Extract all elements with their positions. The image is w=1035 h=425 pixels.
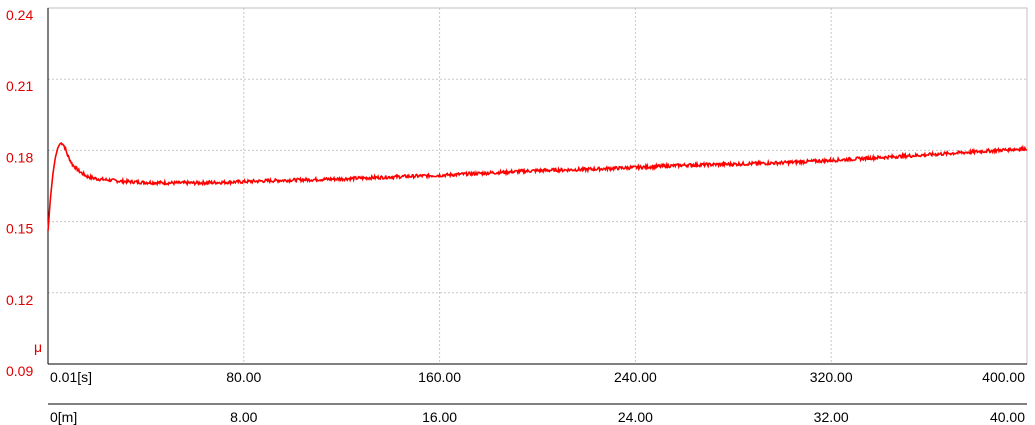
y-tick-label: 0.12: [6, 292, 33, 308]
x-tick-label: 160.00: [418, 369, 461, 385]
series-line: [47, 142, 1028, 232]
series-layer: [47, 142, 1028, 232]
x-tick-label: 24.00: [618, 409, 653, 425]
plot-frame: [47, 7, 1028, 365]
y-tick-label: 0.18: [6, 149, 33, 165]
y-tick-label: 0.24: [6, 7, 33, 23]
y-axis-label: μ: [34, 339, 42, 355]
y-tick-label: 0.15: [6, 221, 33, 237]
x-tick-label: 0.01[s]: [50, 369, 92, 385]
x-tick-label: 32.00: [814, 409, 849, 425]
x-tick-labels: 0.01[s] 80.00 160.00 240.00 320.00 400.00: [50, 369, 1025, 385]
x-tick-label: 240.00: [614, 369, 657, 385]
grid: [48, 8, 1027, 364]
x-tick-label: 8.00: [230, 409, 257, 425]
y-tick-label: 0.09: [6, 363, 33, 379]
y-tick-label: 0.21: [6, 78, 33, 94]
x-tick-label: 16.00: [422, 409, 457, 425]
x-tick-label: 80.00: [226, 369, 261, 385]
x-tick-label: 0[m]: [50, 409, 77, 425]
secondary-x-tick-labels: 0[m] 8.00 16.00 24.00 32.00 40.00: [50, 409, 1025, 425]
x-tick-label: 320.00: [810, 369, 853, 385]
x-tick-label: 40.00: [990, 409, 1025, 425]
y-tick-labels: 0.24 0.21 0.18 0.15 0.12 0.09: [6, 7, 33, 379]
x-tick-label: 400.00: [982, 369, 1025, 385]
